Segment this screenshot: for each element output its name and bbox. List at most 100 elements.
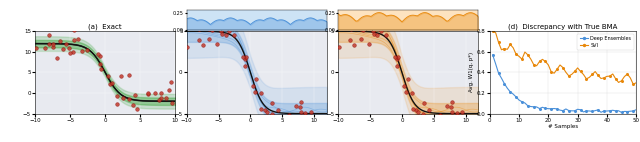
- Point: [413, 111, 424, 113]
- SVI: [562, 71, 570, 73]
- Point: [454, 122, 465, 124]
- Deep Ensembles: [612, 110, 620, 112]
- Point: [456, 124, 467, 127]
- SVI: [612, 78, 620, 80]
- Point: [204, 38, 214, 40]
- Point: [436, 123, 446, 126]
- SVI: [524, 54, 532, 56]
- Deep Ensembles: [547, 108, 555, 110]
- Point: [241, 56, 252, 59]
- Point: [54, 26, 65, 28]
- Point: [213, 20, 223, 23]
- Point: [251, 78, 261, 80]
- SVI: [500, 48, 508, 49]
- Deep Ensembles: [498, 77, 506, 79]
- Deep Ensembles: [518, 101, 526, 103]
- Y-axis label: Avg. W1(q, p*): Avg. W1(q, p*): [469, 52, 474, 92]
- SVI: [518, 58, 526, 60]
- Deep Ensembles: [582, 110, 590, 112]
- Point: [44, 33, 54, 36]
- Point: [194, 39, 204, 42]
- Deep Ensembles: [532, 106, 540, 108]
- Point: [442, 105, 452, 107]
- Point: [128, 103, 138, 106]
- Point: [424, 109, 435, 111]
- SVI: [530, 64, 538, 65]
- Deep Ensembles: [586, 110, 593, 112]
- Point: [296, 100, 306, 103]
- Point: [201, 24, 211, 26]
- Point: [435, 114, 445, 116]
- Point: [83, 49, 93, 51]
- Deep Ensembles: [580, 111, 588, 113]
- Point: [218, 32, 228, 35]
- Point: [349, 44, 359, 46]
- Point: [166, 102, 177, 104]
- Deep Ensembles: [550, 108, 558, 109]
- SVI: [541, 61, 549, 62]
- Point: [250, 91, 260, 93]
- Deep Ensembles: [600, 110, 608, 112]
- Deep Ensembles: [524, 105, 532, 107]
- Deep Ensembles: [632, 109, 640, 110]
- Point: [305, 124, 315, 127]
- Deep Ensembles: [623, 111, 631, 112]
- Point: [452, 112, 462, 114]
- Point: [426, 120, 436, 123]
- Deep Ensembles: [568, 110, 575, 112]
- Point: [355, 38, 365, 40]
- Point: [255, 92, 266, 94]
- Deep Ensembles: [565, 110, 573, 111]
- SVI: [547, 71, 555, 73]
- Point: [216, 26, 227, 28]
- Point: [96, 68, 106, 70]
- Point: [95, 55, 105, 57]
- Point: [447, 111, 458, 114]
- Point: [240, 57, 250, 60]
- Point: [361, 21, 371, 23]
- Point: [284, 114, 294, 116]
- SVI: [498, 49, 506, 51]
- Point: [376, 30, 386, 32]
- Deep Ensembles: [489, 54, 497, 56]
- SVI: [559, 67, 567, 68]
- Point: [248, 85, 258, 87]
- Point: [216, 30, 227, 33]
- Point: [291, 105, 301, 107]
- Point: [372, 34, 382, 36]
- Point: [300, 112, 310, 114]
- Point: [303, 122, 314, 124]
- Point: [369, 32, 379, 35]
- Line: Deep Ensembles: Deep Ensembles: [492, 54, 637, 113]
- Point: [55, 40, 65, 42]
- SVI: [588, 74, 596, 75]
- Point: [401, 91, 412, 93]
- SVI: [618, 80, 625, 82]
- Point: [393, 56, 403, 59]
- Point: [446, 106, 456, 108]
- Point: [150, 92, 161, 94]
- Point: [124, 98, 134, 100]
- Point: [161, 97, 171, 99]
- Point: [92, 53, 102, 55]
- Point: [271, 119, 281, 122]
- SVI: [556, 64, 564, 66]
- Point: [65, 52, 76, 54]
- Point: [346, 28, 356, 30]
- Point: [407, 92, 417, 94]
- Point: [124, 74, 134, 76]
- Deep Ensembles: [495, 72, 502, 74]
- Deep Ensembles: [545, 108, 552, 109]
- Deep Ensembles: [609, 109, 616, 111]
- Point: [63, 46, 74, 49]
- SVI: [532, 65, 540, 67]
- SVI: [621, 76, 628, 77]
- Point: [40, 47, 50, 49]
- Point: [207, 29, 217, 31]
- Deep Ensembles: [591, 110, 599, 111]
- Point: [52, 57, 62, 59]
- Point: [198, 21, 209, 23]
- Point: [112, 103, 122, 106]
- SVI: [603, 76, 611, 77]
- Deep Ensembles: [521, 102, 529, 104]
